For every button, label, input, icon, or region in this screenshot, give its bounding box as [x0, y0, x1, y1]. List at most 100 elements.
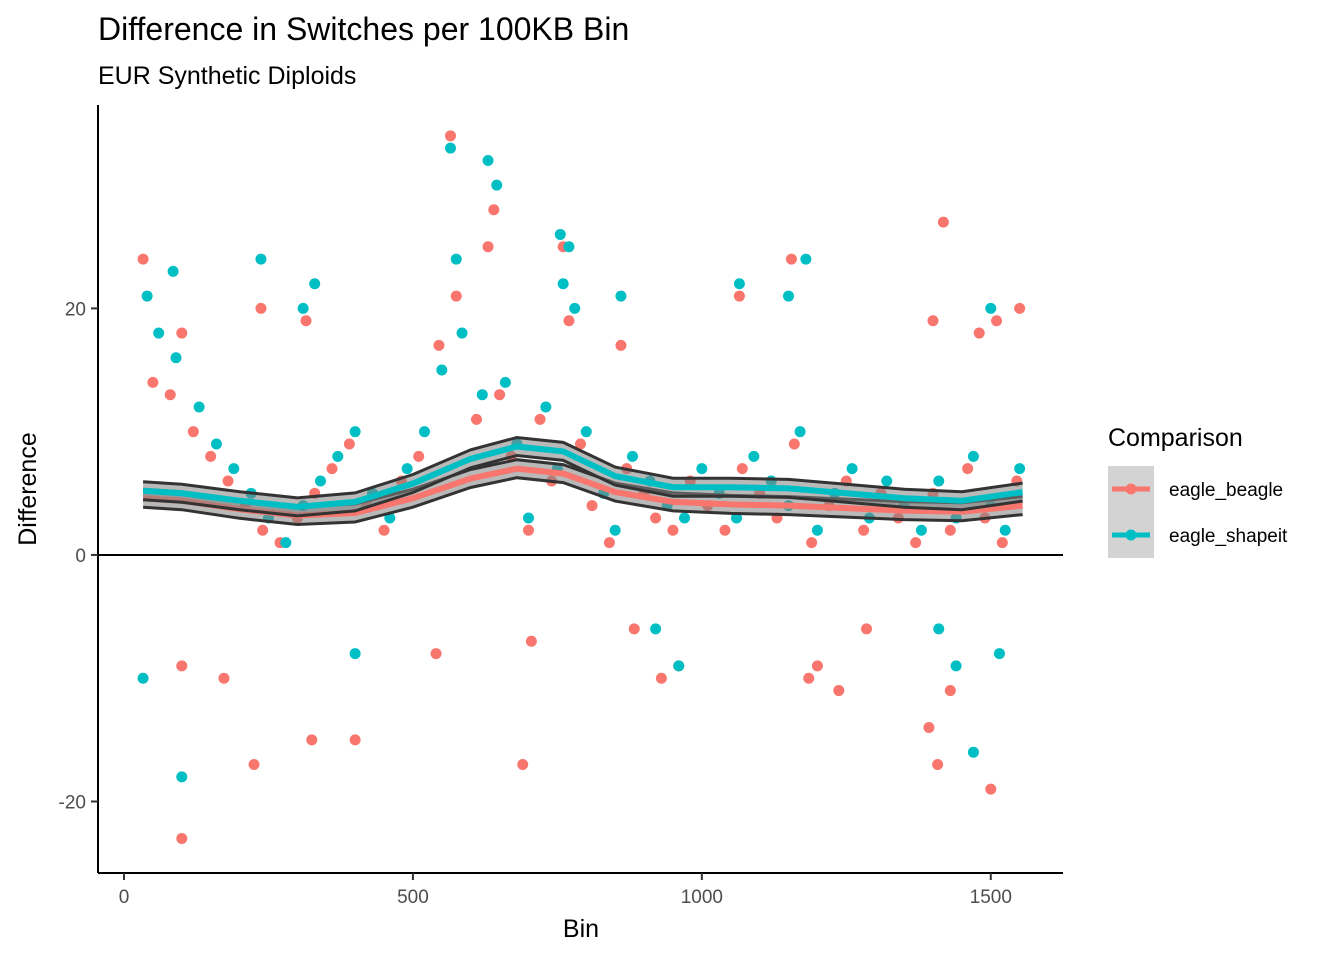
point-eagle_shapeit [811, 524, 823, 536]
point-eagle_beagle [494, 389, 506, 401]
point-eagle_beagle [861, 623, 873, 635]
point-eagle_beagle [176, 660, 188, 672]
point-eagle_beagle [650, 512, 662, 524]
point-eagle_beagle [349, 734, 361, 746]
point-eagle_beagle [806, 537, 818, 549]
point-eagle_shapeit [609, 524, 621, 536]
point-eagle_shapeit [696, 463, 708, 475]
point-eagle_shapeit [332, 450, 344, 462]
point-eagle_shapeit [309, 278, 321, 290]
point-eagle_shapeit [297, 302, 309, 314]
smooth-edge-upper-eagle_shapeit [143, 435, 1023, 500]
point-eagle_beagle [488, 204, 500, 216]
point-eagle_beagle [470, 413, 482, 425]
x-tick-label: 1500 [970, 887, 1012, 908]
point-eagle_beagle [517, 759, 529, 771]
smooth-edge-lower-eagle_beagle [143, 476, 1023, 527]
legend-key-point [1125, 483, 1137, 495]
y-tick-label: 20 [65, 299, 86, 320]
x-tick-label: 0 [119, 887, 130, 908]
point-eagle_shapeit [967, 746, 979, 758]
point-eagle_beagle [413, 450, 425, 462]
point-eagle_shapeit [280, 537, 292, 549]
point-eagle_beagle [534, 413, 546, 425]
point-eagle_shapeit [967, 450, 979, 462]
legend-item-eagle_beagle: eagle_beagle [1108, 466, 1283, 512]
point-eagle_shapeit [476, 389, 488, 401]
point-eagle_beagle [563, 315, 575, 327]
y-tick-label: 0 [75, 546, 86, 567]
smooth-edge-lower-eagle_shapeit [143, 453, 1023, 518]
point-eagle_beagle [655, 672, 667, 684]
point-eagle_shapeit [170, 352, 182, 364]
y-tick-label: -20 [59, 793, 86, 814]
point-eagle_shapeit [444, 142, 456, 154]
point-eagle_beagle [187, 426, 199, 438]
point-eagle_beagle [628, 623, 640, 635]
point-eagle_beagle [326, 463, 338, 475]
point-eagle_beagle [205, 450, 217, 462]
point-eagle_beagle [1014, 302, 1026, 314]
legend-title: Comparison [1108, 424, 1243, 452]
point-eagle_beagle [962, 463, 974, 475]
point-eagle_shapeit [650, 623, 662, 635]
point-eagle_shapeit [950, 660, 962, 672]
point-eagle_beagle [218, 672, 230, 684]
point-eagle_shapeit [193, 401, 205, 413]
point-eagle_beagle [257, 524, 269, 536]
point-eagle_shapeit [418, 426, 430, 438]
point-eagle_beagle [255, 302, 267, 314]
point-eagle_shapeit [580, 426, 592, 438]
point-eagle_beagle [164, 389, 176, 401]
x-tick-label: 1000 [681, 887, 723, 908]
point-eagle_beagle [430, 648, 442, 660]
point-eagle_beagle [248, 759, 260, 771]
point-eagle_shapeit [401, 463, 413, 475]
point-eagle_shapeit [557, 278, 569, 290]
legend-item-eagle_shapeit: eagle_shapeit [1108, 512, 1288, 558]
x-axis-title: Bin [563, 915, 599, 943]
point-eagle_beagle [996, 537, 1008, 549]
point-eagle_beagle [937, 216, 949, 228]
point-eagle_beagle [615, 339, 627, 351]
point-eagle_shapeit [436, 364, 448, 376]
point-eagle_shapeit [137, 672, 149, 684]
point-eagle_beagle [833, 685, 845, 697]
point-eagle_shapeit [794, 426, 806, 438]
point-eagle_shapeit [563, 241, 575, 253]
point-eagle_beagle [785, 253, 797, 265]
point-eagle_beagle [176, 832, 188, 844]
point-eagle_beagle [525, 635, 537, 647]
point-eagle_beagle [603, 537, 615, 549]
point-eagle_beagle [586, 500, 598, 512]
point-eagle_beagle [719, 524, 731, 536]
point-eagle_shapeit [673, 660, 685, 672]
point-eagle_shapeit [314, 475, 326, 487]
point-eagle_shapeit [569, 302, 581, 314]
point-eagle_shapeit [733, 278, 745, 290]
point-eagle_shapeit [999, 524, 1011, 536]
point-eagle_beagle [944, 524, 956, 536]
point-eagle_beagle [482, 241, 494, 253]
x-tick-label: 500 [397, 887, 429, 908]
point-eagle_shapeit [554, 228, 566, 240]
point-eagle_beagle [944, 685, 956, 697]
point-eagle_beagle [378, 524, 390, 536]
point-eagle_shapeit [491, 179, 503, 191]
point-eagle_shapeit [499, 376, 511, 388]
legend-label: eagle_beagle [1169, 480, 1283, 501]
point-eagle_beagle [858, 524, 870, 536]
point-eagle_beagle [910, 537, 922, 549]
point-eagle_shapeit [153, 327, 165, 339]
point-eagle_beagle [522, 524, 534, 536]
point-eagle_shapeit [881, 475, 893, 487]
point-eagle_shapeit [540, 401, 552, 413]
point-eagle_shapeit [167, 265, 179, 277]
chart-title: Difference in Switches per 100KB Bin [98, 11, 629, 47]
point-eagle_shapeit [679, 512, 691, 524]
point-eagle_beagle [306, 734, 318, 746]
point-eagle_shapeit [800, 253, 812, 265]
point-eagle_beagle [932, 759, 944, 771]
point-eagle_shapeit [985, 302, 997, 314]
